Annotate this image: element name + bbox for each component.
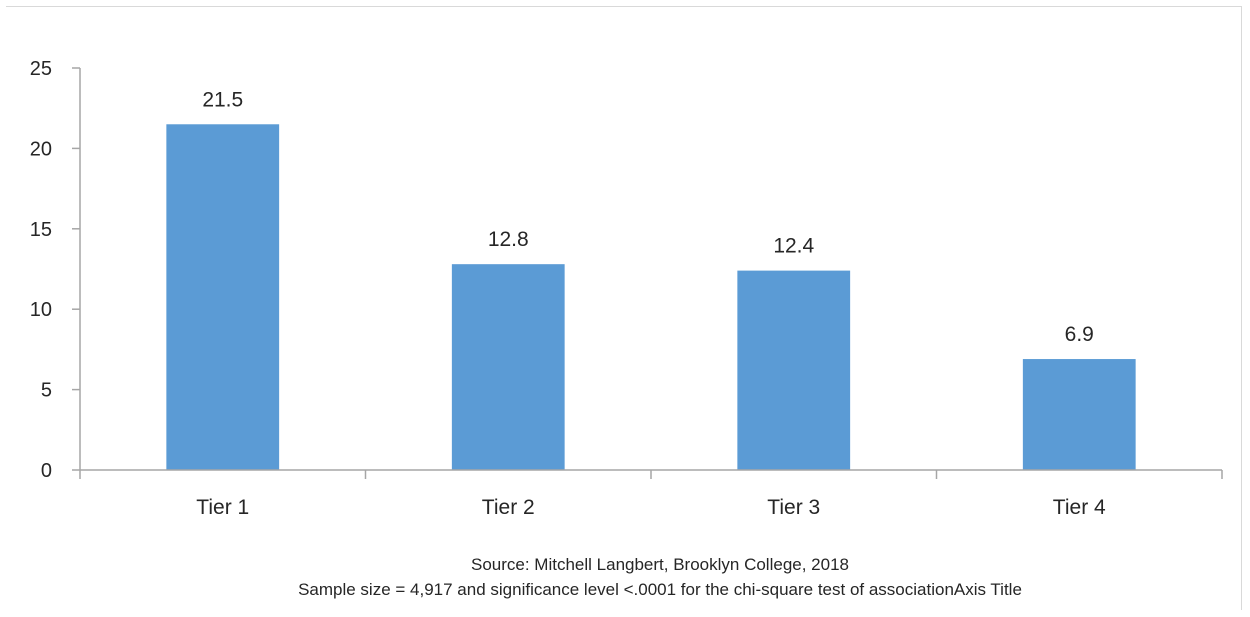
bar-1 — [166, 124, 280, 470]
y-axis-ticks: 0 5 10 15 20 25 — [30, 58, 52, 482]
bar-4 — [1022, 359, 1136, 470]
y-tick-label: 5 — [41, 380, 52, 402]
category-label-3: Tier 3 — [767, 496, 820, 519]
sample-size-note: Sample size = 4,917 and significance lev… — [298, 580, 1022, 599]
y-tick-label: 0 — [41, 460, 52, 482]
category-label-4: Tier 4 — [1053, 496, 1106, 519]
chart-frame — [6, 6, 1242, 610]
y-tick-label: 25 — [30, 58, 52, 80]
bar-2 — [451, 264, 565, 470]
data-label-3: 12.4 — [773, 235, 814, 258]
chart-notes: Source: Mitchell Langbert, Brooklyn Coll… — [298, 555, 1022, 599]
bar-3 — [737, 270, 851, 470]
category-label-1: Tier 1 — [196, 496, 249, 519]
axes — [72, 67, 1223, 479]
data-labels: 21.5 12.8 12.4 6.9 — [202, 88, 1094, 346]
data-label-1: 21.5 — [202, 88, 243, 111]
source-note: Source: Mitchell Langbert, Brooklyn Coll… — [471, 555, 849, 574]
data-label-2: 12.8 — [488, 228, 529, 251]
data-label-4: 6.9 — [1065, 323, 1094, 346]
category-label-2: Tier 2 — [482, 496, 535, 519]
y-tick-label: 15 — [30, 219, 52, 241]
bars — [166, 124, 1136, 470]
y-tick-label: 10 — [30, 299, 52, 321]
y-tick-label: 20 — [30, 138, 52, 160]
category-labels: Tier 1 Tier 2 Tier 3 Tier 4 — [196, 496, 1106, 519]
